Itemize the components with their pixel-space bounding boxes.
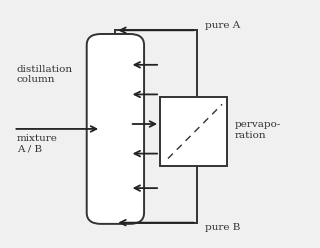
Text: mixture
A / B: mixture A / B bbox=[17, 134, 58, 154]
Text: pure A: pure A bbox=[204, 21, 240, 30]
Text: pervapо-
ration: pervapо- ration bbox=[235, 121, 281, 140]
Text: distillation
column: distillation column bbox=[17, 65, 73, 84]
FancyBboxPatch shape bbox=[87, 34, 144, 224]
Bar bbox=[160, 97, 227, 166]
Text: pure B: pure B bbox=[204, 223, 240, 232]
